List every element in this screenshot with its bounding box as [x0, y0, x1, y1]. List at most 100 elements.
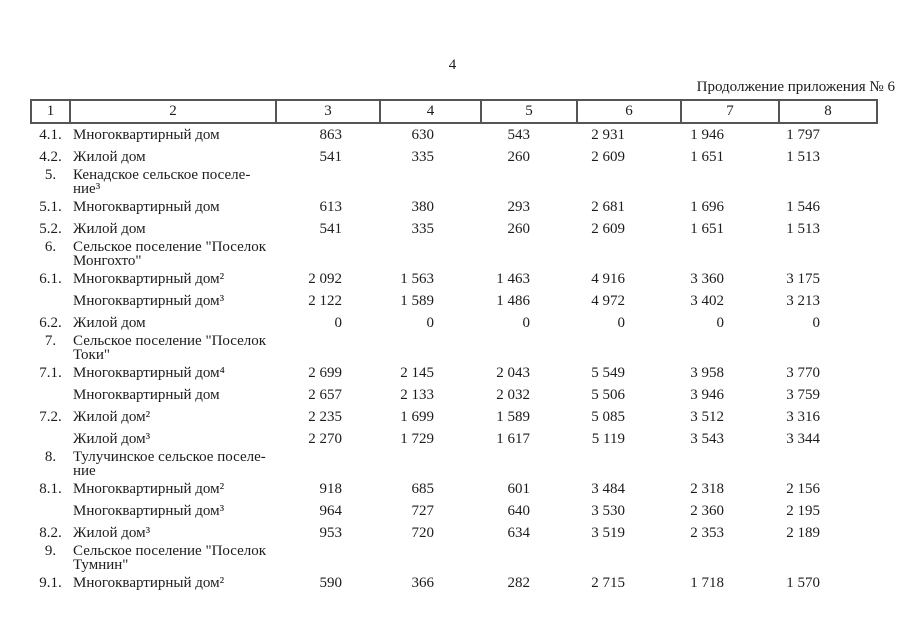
- value-cell-col7: 1 651: [690, 220, 724, 237]
- value-cell-col5: [481, 240, 577, 268]
- value-cell-col3: 590: [319, 574, 343, 591]
- table-body: 4.1. Многоквартирный дом 863 630 543 2 931 1 9…: [31, 123, 877, 594]
- value-cell-col5: 1 463: [496, 270, 530, 287]
- value-cell-col6: [577, 544, 681, 572]
- table-row: 8.1. Многоквартирный дом² 918 685 601 3 484 2 …: [31, 478, 877, 500]
- section-row: 8. Тулучинское сельское поселе- ние: [31, 449, 877, 479]
- section-row: 5. Кенадское сельское поселе- ние³: [31, 167, 877, 197]
- value-cell-col5: [481, 450, 577, 478]
- row-number: [31, 428, 70, 450]
- row-number: 4.2.: [39, 148, 62, 165]
- table-header: 1 2 3 4 5 6 7 8: [30, 99, 878, 124]
- row-number: 7.1.: [39, 364, 62, 381]
- value-cell-col5: 260: [507, 148, 531, 165]
- table-row: 8.2. Жилой дом³ 953 720 634 3 519 2 353 2 189: [31, 522, 877, 544]
- value-cell-col4: 720: [411, 524, 435, 541]
- value-cell-col6: 4 916: [591, 270, 625, 287]
- value-cell-col3: 541: [319, 148, 343, 165]
- table-row: 6.2. Жилой дом 0 0 0 0 0 0: [31, 312, 877, 334]
- value-cell-col6: 2 609: [591, 220, 625, 237]
- table-row: 5.2. Жилой дом 541 335 260 2 609 1 651 1 513: [31, 218, 877, 240]
- value-cell-col4: 685: [411, 480, 435, 497]
- value-cell-col5: 1 617: [496, 430, 530, 447]
- value-cell-col8: 1 513: [786, 148, 820, 165]
- row-number: 8.1.: [39, 480, 62, 497]
- section-row: 7. Сельское поселение "Поселок Токи": [31, 333, 877, 363]
- value-cell-col8: 3 316: [786, 408, 820, 425]
- value-cell-col7: 3 958: [690, 364, 724, 381]
- value-cell-col8: 3 213: [786, 292, 820, 309]
- value-cell-col4: 727: [411, 502, 435, 519]
- row-number: [31, 500, 70, 522]
- value-cell-col6: 2 609: [591, 148, 625, 165]
- value-cell-col3: [276, 168, 380, 196]
- value-cell-col6: 2 715: [591, 574, 625, 591]
- row-label: Жилой дом³: [73, 430, 151, 447]
- value-cell-col7: 3 402: [690, 292, 724, 309]
- value-cell-col8: 3 175: [786, 270, 820, 287]
- value-cell-col4: [380, 334, 481, 362]
- table-row: 4.2. Жилой дом 541 335 260 2 609 1 651 1 513: [31, 146, 877, 168]
- section-row: 9. Сельское поселение "Поселок Тумнин": [31, 543, 877, 573]
- row-number: 6.: [44, 239, 57, 255]
- row-label: Тулучинское сельское поселе- ние: [73, 449, 266, 479]
- row-label: Кенадское сельское поселе- ние³: [73, 167, 251, 197]
- value-cell-col7: 0: [716, 314, 725, 331]
- row-number: 6.1.: [39, 270, 62, 287]
- table-row: 5.1. Многоквартирный дом 613 380 293 2 681 1 6…: [31, 196, 877, 218]
- table-row: 9.1. Многоквартирный дом² 590 366 282 2 715 1 …: [31, 572, 877, 594]
- value-cell-col8: 3 759: [786, 386, 820, 403]
- section-row: 6. Сельское поселение "Поселок Монгохто": [31, 239, 877, 269]
- value-cell-col5: 543: [507, 126, 531, 143]
- value-cell-col7: 3 512: [690, 408, 724, 425]
- value-cell-col3: 953: [319, 524, 343, 541]
- page-number: 4: [448, 57, 457, 73]
- value-cell-col3: 2 122: [308, 292, 342, 309]
- row-number: 8.: [44, 449, 57, 465]
- value-cell-col8: [779, 240, 877, 268]
- value-cell-col3: [276, 240, 380, 268]
- value-cell-col3: [276, 334, 380, 362]
- value-cell-col8: [779, 544, 877, 572]
- value-cell-col8: 1 797: [786, 126, 820, 143]
- value-cell-col6: [577, 334, 681, 362]
- column-header-8: 8: [778, 99, 878, 124]
- value-cell-col3: 2 092: [308, 270, 342, 287]
- value-cell-col8: 1 546: [786, 198, 820, 215]
- value-cell-col3: 964: [319, 502, 343, 519]
- value-cell-col7: [681, 240, 779, 268]
- value-cell-col3: [276, 450, 380, 478]
- value-cell-col7: 3 360: [690, 270, 724, 287]
- value-cell-col8: [779, 168, 877, 196]
- row-number: 7.: [44, 333, 57, 349]
- row-label: Жилой дом: [73, 220, 146, 237]
- value-cell-col3: 2 657: [308, 386, 342, 403]
- value-cell-col6: [577, 450, 681, 478]
- value-cell-col6: 5 085: [591, 408, 625, 425]
- row-label: Жилой дом²: [73, 408, 151, 425]
- value-cell-col5: 634: [507, 524, 531, 541]
- value-cell-col4: 1 589: [400, 292, 434, 309]
- value-cell-col4: 2 145: [400, 364, 434, 381]
- value-cell-col7: 2 318: [690, 480, 724, 497]
- row-label: Жилой дом³: [73, 524, 151, 541]
- value-cell-col8: 2 195: [786, 502, 820, 519]
- appendix-table: 1 2 3 4 5 6 7 8 4.1. Многоквартирный дом 8…: [30, 99, 878, 594]
- column-header-2: 2: [69, 99, 277, 124]
- table-row: 7.2. Жилой дом² 2 235 1 699 1 589 5 085 3 512 3…: [31, 406, 877, 428]
- appendix-continuation-note: Продолжение приложения № 6: [696, 79, 895, 95]
- value-cell-col6: 5 119: [591, 430, 625, 447]
- value-cell-col4: 1 563: [400, 270, 434, 287]
- row-number: 9.: [44, 543, 57, 559]
- table-row: 4.1. Многоквартирный дом 863 630 543 2 931 1 9…: [31, 123, 877, 146]
- value-cell-col5: 2 032: [496, 386, 530, 403]
- value-cell-col5: 282: [507, 574, 531, 591]
- value-cell-col3: 863: [319, 126, 343, 143]
- row-label: Многоквартирный дом: [73, 386, 220, 403]
- column-header-1: 1: [30, 99, 71, 124]
- table-row: Жилой дом³ 2 270 1 729 1 617 5 119 3 543 3 344: [31, 428, 877, 450]
- column-header-3: 3: [275, 99, 381, 124]
- value-cell-col5: [481, 544, 577, 572]
- row-label: Сельское поселение "Поселок Токи": [73, 333, 267, 363]
